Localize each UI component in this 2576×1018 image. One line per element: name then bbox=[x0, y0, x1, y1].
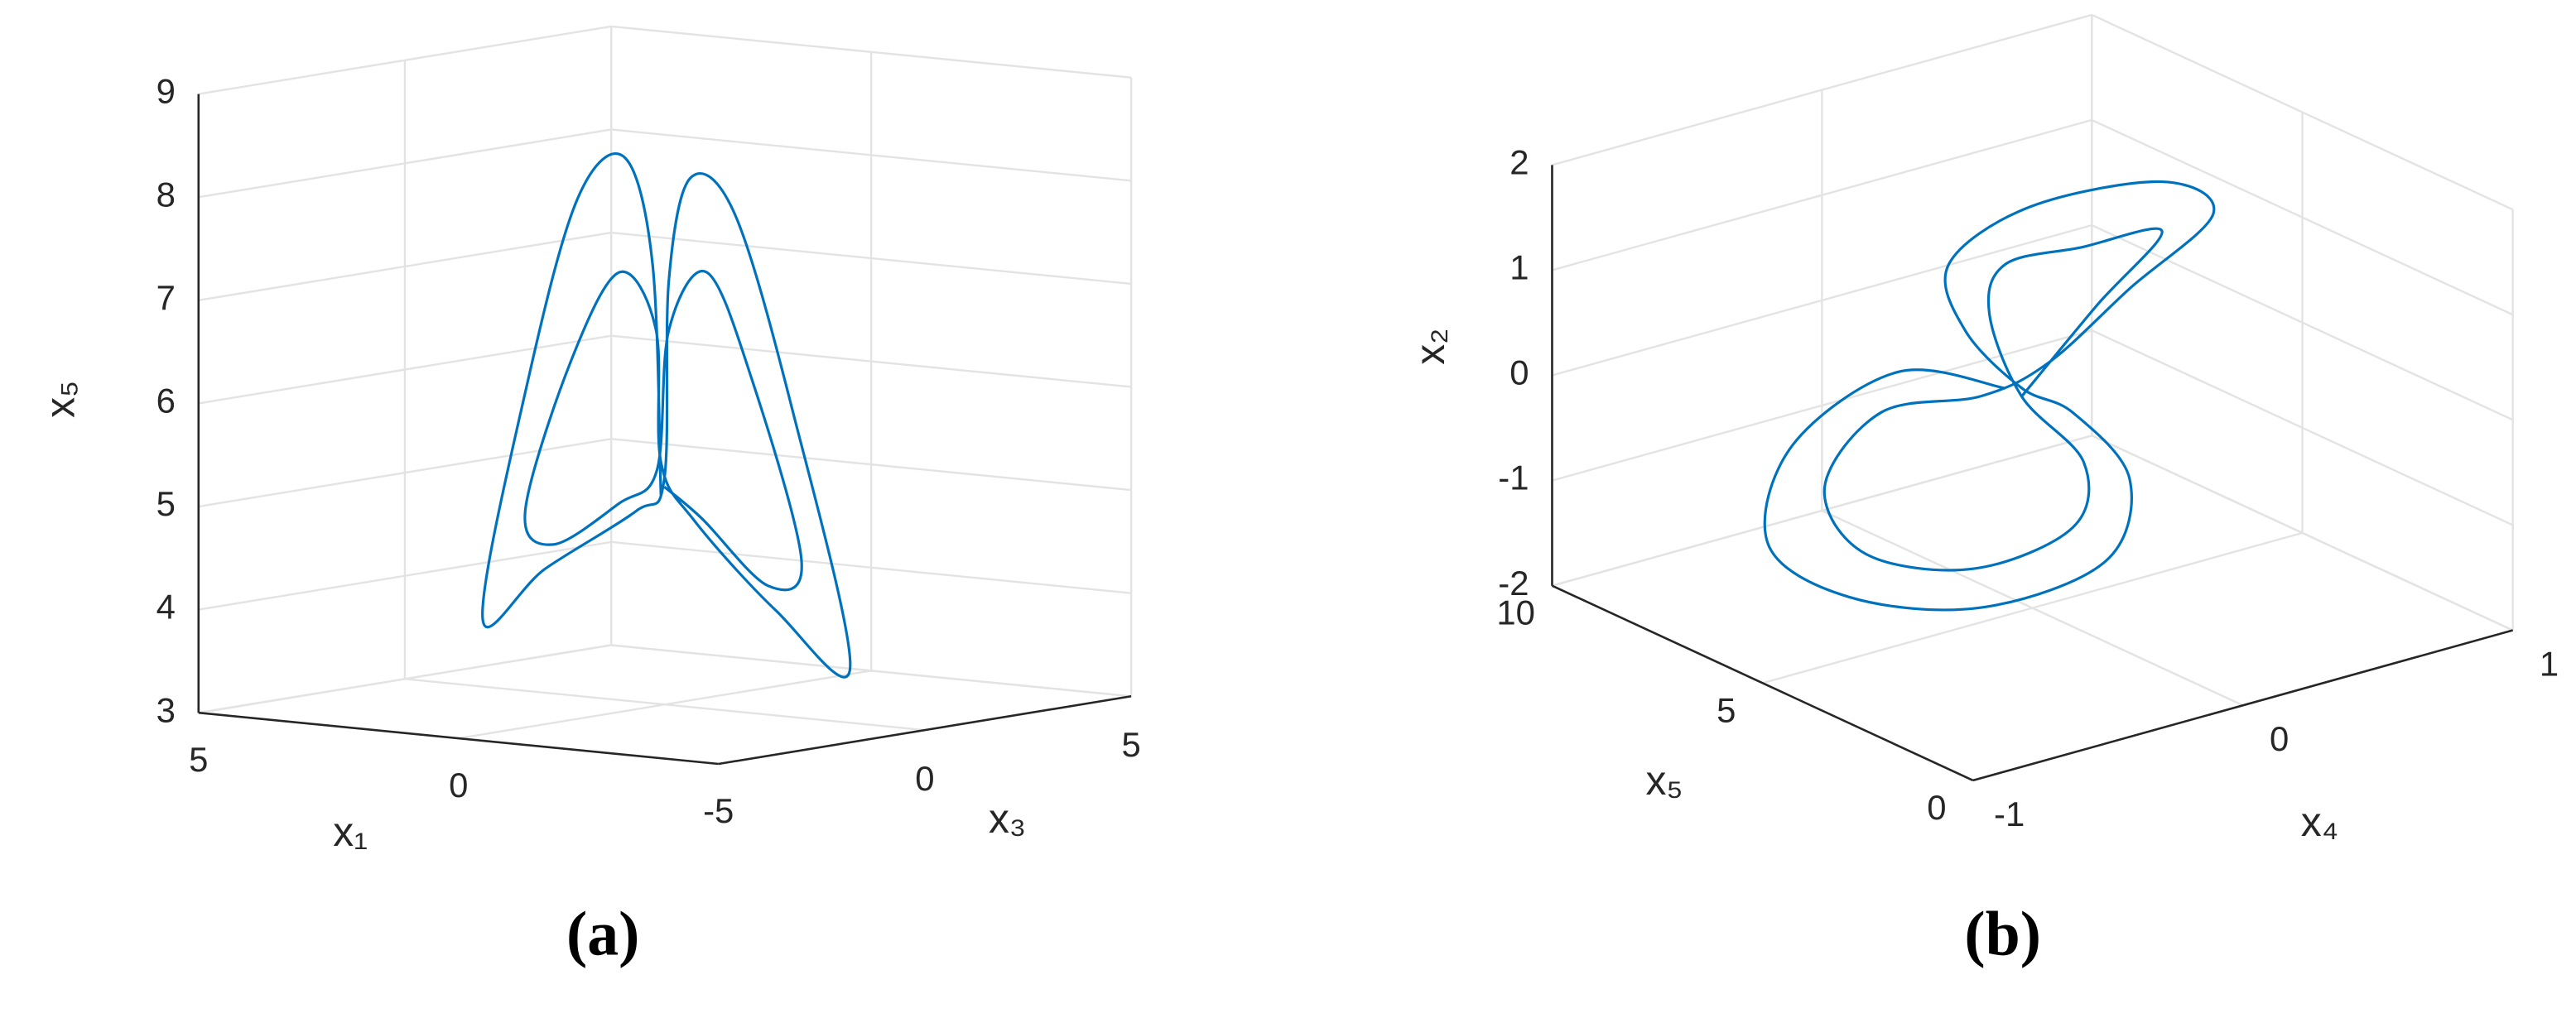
grid-line bbox=[198, 644, 612, 714]
y-tick-label: 5 bbox=[1717, 690, 1736, 729]
grid-line bbox=[198, 231, 612, 302]
z-tick-label: 5 bbox=[156, 484, 176, 523]
z-axis-label: x₂ bbox=[1407, 329, 1453, 365]
caption: (b) bbox=[1964, 900, 2041, 969]
x-axis bbox=[198, 711, 719, 766]
x-tick-label: 5 bbox=[189, 740, 208, 779]
z-tick-label: 7 bbox=[156, 278, 176, 317]
y-tick-label: 10 bbox=[1496, 593, 1535, 632]
y-axis bbox=[1551, 584, 1974, 782]
y-tick-label: 5 bbox=[1121, 725, 1140, 764]
z-tick-label: -2 bbox=[1498, 564, 1529, 603]
grid-line bbox=[611, 644, 1132, 698]
grid-line bbox=[2091, 224, 2514, 421]
grid-line bbox=[611, 25, 1132, 79]
z-tick-label: 1 bbox=[1509, 248, 1529, 287]
z-tick-label: 0 bbox=[1509, 353, 1529, 392]
grid-line bbox=[198, 25, 612, 95]
grid-line bbox=[2091, 329, 2514, 526]
grid-line bbox=[1762, 531, 2303, 684]
z-tick-label: 4 bbox=[156, 588, 176, 627]
grid-line bbox=[1552, 435, 2092, 587]
grid-line bbox=[611, 128, 1132, 182]
grid-line bbox=[1552, 223, 2092, 377]
x-tick-label: 0 bbox=[449, 766, 468, 804]
y-axis-label: x₅ bbox=[1646, 757, 1683, 804]
grid-line bbox=[1552, 118, 2092, 271]
grid-line bbox=[198, 540, 612, 611]
y-axis-label: x₃ bbox=[989, 795, 1026, 842]
y-tick-label: 0 bbox=[915, 759, 934, 798]
grid-line bbox=[2091, 118, 2514, 316]
x-tick-label: -1 bbox=[1994, 795, 2025, 833]
grid-line bbox=[611, 540, 1132, 594]
y-tick-label: 0 bbox=[1927, 788, 1946, 827]
grid-line bbox=[1552, 13, 2092, 166]
grid-line bbox=[198, 128, 612, 199]
x-axis bbox=[1972, 629, 2514, 782]
z-tick-label: 2 bbox=[1509, 142, 1529, 181]
z-tick-label: 8 bbox=[156, 175, 176, 214]
grid-line bbox=[198, 334, 612, 405]
x-tick-label: 1 bbox=[2540, 644, 2559, 683]
trajectory bbox=[481, 152, 852, 679]
grid-line bbox=[2091, 435, 2514, 631]
z-axis-label: x₅ bbox=[36, 381, 83, 418]
grid-line bbox=[611, 438, 1132, 492]
z-tick-label: 9 bbox=[156, 72, 176, 111]
x-tick-label: -5 bbox=[703, 791, 734, 830]
z-tick-label: -1 bbox=[1498, 459, 1529, 497]
grid-line bbox=[2091, 13, 2514, 211]
grid-line bbox=[611, 334, 1132, 388]
z-tick-label: 6 bbox=[156, 381, 176, 420]
y-axis bbox=[718, 694, 1132, 766]
grid-line bbox=[611, 231, 1132, 286]
caption: (a) bbox=[566, 900, 639, 969]
grid-line bbox=[198, 438, 612, 508]
grid-line bbox=[404, 678, 926, 732]
trajectory bbox=[1763, 180, 2216, 612]
x-axis-label: x₄ bbox=[2301, 799, 2338, 845]
z-tick-label: 3 bbox=[156, 690, 176, 729]
x-axis-label: x₁ bbox=[333, 809, 368, 855]
x-tick-label: 0 bbox=[2270, 719, 2289, 758]
